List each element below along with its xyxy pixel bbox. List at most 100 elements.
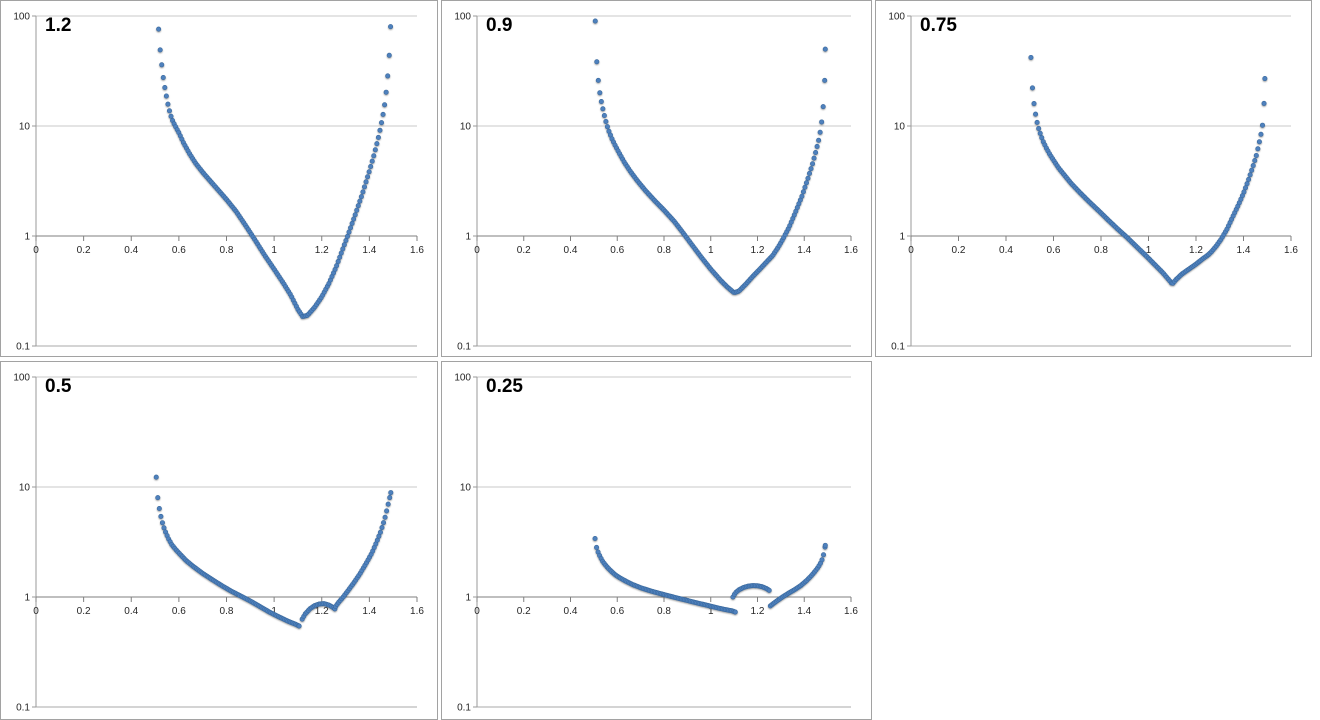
y-tick-label: 1 [899,232,905,243]
y-tick-label: 10 [19,483,31,494]
x-tick-label: 0.2 [517,245,531,256]
x-tick-label: 1.2 [315,606,329,617]
y-tick-label: 1 [24,593,30,604]
x-tick-label: 1.6 [410,606,424,617]
x-tick-label: 0 [474,606,480,617]
data-point [351,216,357,222]
data-point [816,137,822,143]
x-tick-label: 0.6 [172,606,186,617]
x-tick-label: 1 [271,245,277,256]
x-tick-label: 0.6 [172,245,186,256]
y-tick-label: 10 [894,122,906,133]
data-point [1029,85,1035,91]
x-tick-label: 0.6 [610,245,624,256]
data-series [153,474,394,629]
data-point [601,112,607,118]
data-series [592,18,828,295]
data-point [355,203,361,209]
x-tick-label: 1.4 [797,245,811,256]
data-point [349,220,355,226]
y-tick-label: 1 [465,232,471,243]
scatter-plot: 0 0.2 0.4 0.6 0.8 1 1.2 1.4 1.6 100 10 1 0.1 [13,12,424,353]
data-point [334,263,340,269]
data-point [354,207,360,213]
data-point [1247,172,1253,178]
x-tick-label: 0 [908,245,914,256]
scatter-plot: 0 0.2 0.4 0.6 0.8 1 1.2 1.4 1.6 100 10 1 0.1 [888,12,1298,353]
data-point [374,141,380,147]
data-point [348,225,354,231]
data-point [155,495,161,501]
chart-title: 0.25 [486,376,523,397]
chart-panel-0.75: 0 0.2 0.4 0.6 0.8 1 1.2 1.4 1.6 100 10 1 0.1 0.75 [875,0,1312,357]
data-point [594,544,600,550]
y-tick-label: 1 [465,593,471,604]
data-point [357,198,363,204]
scatter-plot: 0 0.2 0.4 0.6 0.8 1 1.2 1.4 1.6 100 10 1 0.1 [454,373,858,714]
x-tick-label: 1.6 [410,245,424,256]
y-tick-label: 10 [460,483,472,494]
data-point [157,47,163,53]
y-tick-label: 0.1 [457,703,471,714]
chart-panel-0.9: 0 0.2 0.4 0.6 0.8 1 1.2 1.4 1.6 100 10 1 0.1 0.9 [441,0,872,357]
data-point [388,24,394,30]
data-point [799,193,805,199]
data-point [592,18,598,24]
data-point [337,254,343,260]
data-point [168,113,174,119]
data-point [371,153,377,159]
x-tick-label: 0.2 [517,606,531,617]
x-tick-label: 1.4 [362,606,376,617]
x-tick-label: 0.4 [124,245,138,256]
data-point [1256,139,1262,145]
data-point [766,587,772,593]
data-point [346,229,352,235]
data-point [1252,157,1258,163]
y-tick-label: 100 [13,12,30,23]
data-point [380,111,386,117]
data-point [732,609,738,615]
x-tick-label: 0.4 [564,606,578,617]
scatter-plot: 0 0.2 0.4 0.6 0.8 1 1.2 1.4 1.6 100 10 1 0.1 [454,12,858,353]
x-tick-label: 1 [1146,245,1152,256]
chart-panel-0.5: 0 0.2 0.4 0.6 0.8 1 1.2 1.4 1.6 100 10 1 0.1 0.5 [0,361,438,720]
data-point [807,170,813,176]
y-tick-label: 10 [19,122,31,133]
data-point [1246,176,1252,182]
data-point [369,158,375,164]
chart-panel-0.25: 0 0.2 0.4 0.6 0.8 1 1.2 1.4 1.6 100 10 1 0.1 0.25 [441,361,872,720]
data-point [820,104,826,110]
data-point [598,99,604,105]
data-point [383,89,389,95]
data-point [1255,146,1261,152]
chart-title: 0.5 [45,376,72,397]
x-tick-label: 0.6 [610,606,624,617]
x-tick-label: 0 [33,606,39,617]
data-point [1259,122,1265,128]
data-point [1250,163,1256,169]
x-tick-label: 0.4 [999,245,1013,256]
data-point [375,134,381,140]
x-tick-label: 1.2 [1189,245,1203,256]
x-tick-label: 0.2 [952,245,966,256]
data-point [814,143,820,149]
data-point [1036,125,1042,131]
x-tick-label: 1.6 [844,606,858,617]
data-point [377,529,383,535]
x-tick-label: 0.6 [1047,245,1061,256]
x-tick-label: 0.4 [124,606,138,617]
y-tick-label: 0.1 [16,703,30,714]
data-point [1253,152,1259,158]
data-point [381,520,387,526]
data-point [1249,167,1255,173]
data-point [296,623,302,629]
data-point [341,242,347,248]
data-point [153,474,159,480]
x-tick-label: 1.2 [751,606,765,617]
x-tick-label: 0.8 [220,606,234,617]
y-tick-label: 0.1 [457,342,471,353]
x-tick-label: 1.6 [1284,245,1298,256]
data-point [822,46,828,52]
data-point [817,129,823,135]
